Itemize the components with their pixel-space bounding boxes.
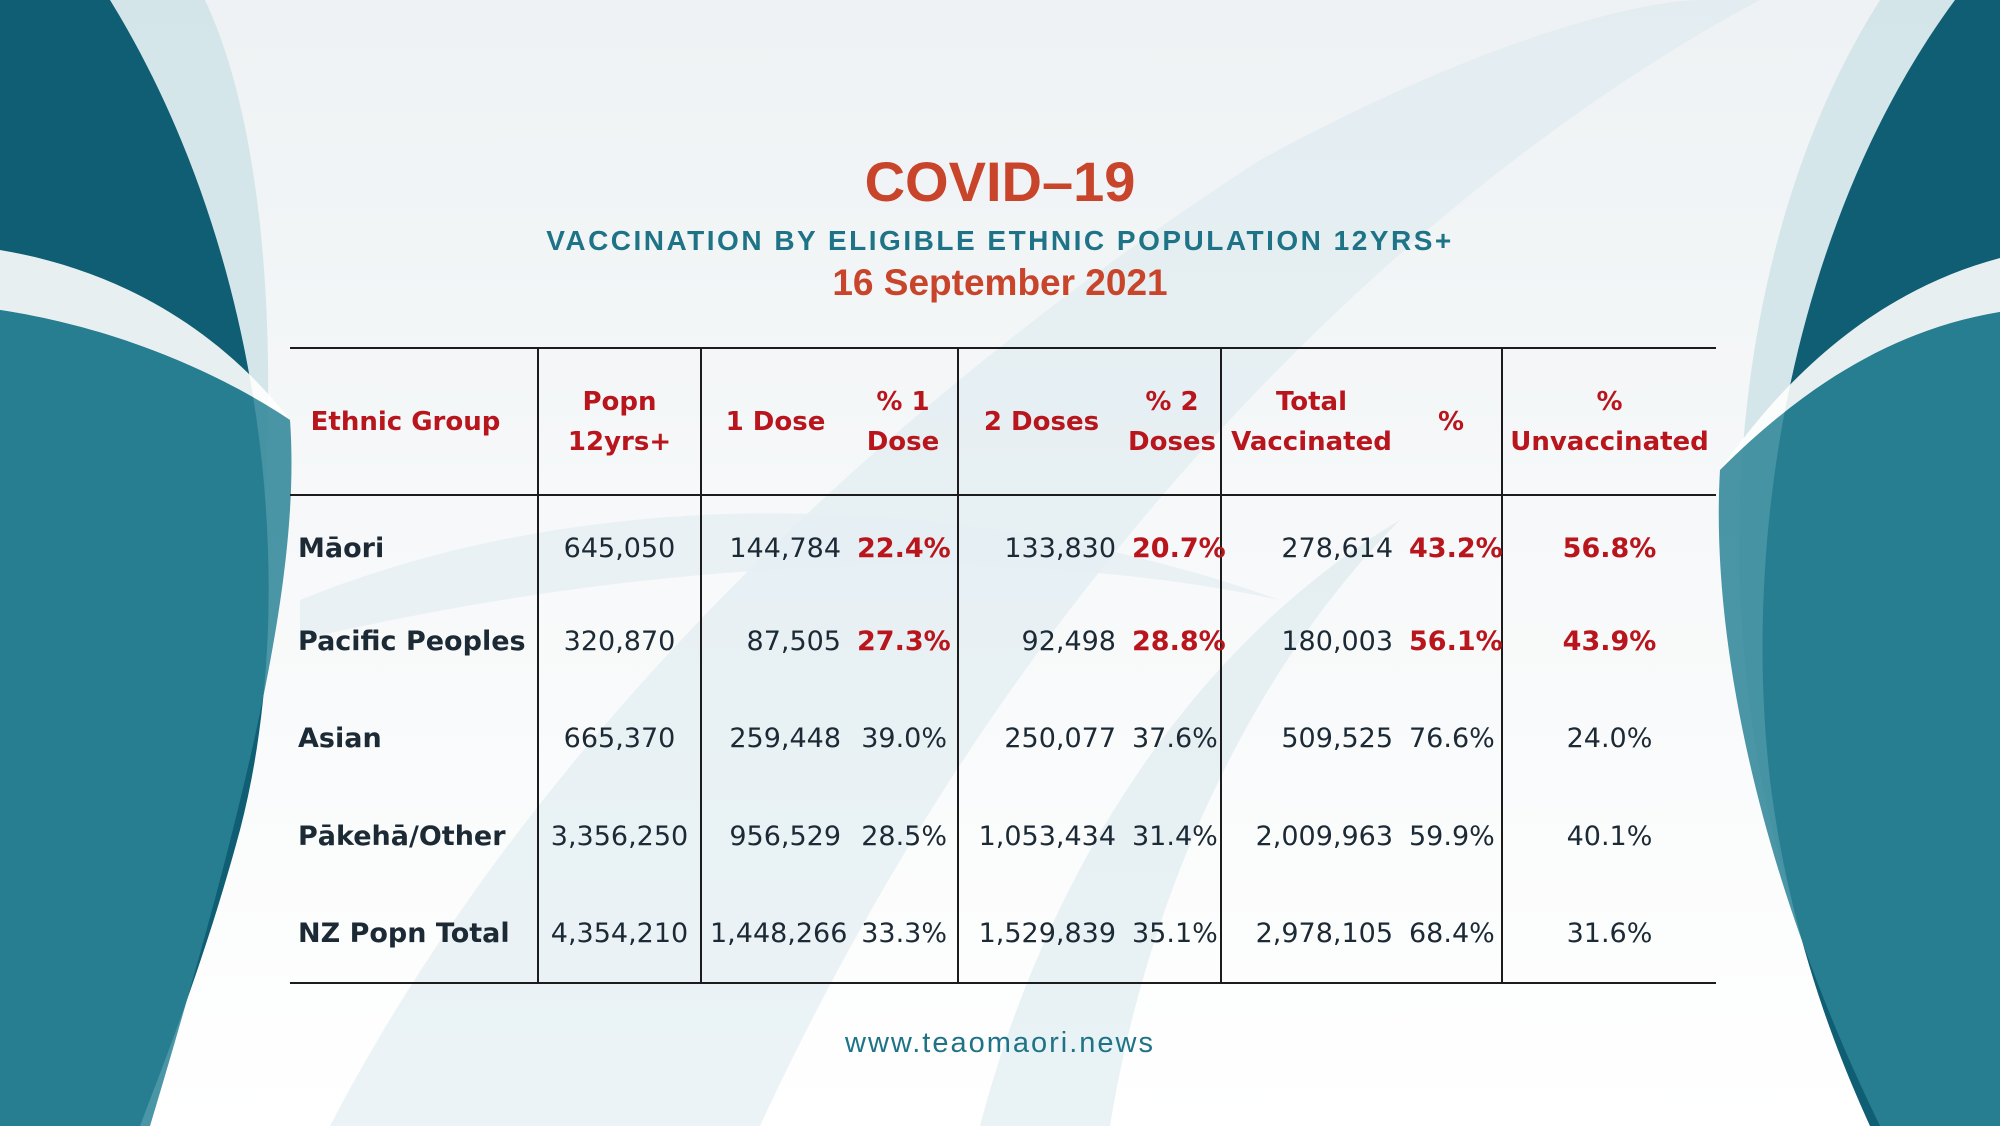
header-pct-dose2-line2: Doses	[1128, 426, 1217, 457]
header-popn: Popn 12yrs+	[537, 348, 701, 495]
cell-total-vaccinated: 509,525	[1220, 690, 1401, 788]
header-pct-dose1-line2: Dose	[866, 426, 940, 457]
left-mid-band	[0, 310, 292, 1126]
cell-pct-dose2: 35.1%	[1132, 917, 1218, 949]
vaccination-table: Ethnic Group Popn 12yrs+ 1 Dose % 1 Dose 2…	[290, 347, 1716, 984]
cell-pct-unvaccinated: 43.9%	[1501, 592, 1716, 690]
header-pct-dose1-line1: % 1	[876, 386, 930, 417]
cell-ethnic-group: Asian	[298, 723, 382, 755]
cell-pct-vaccinated: 43.2%	[1409, 532, 1503, 564]
header-pct-vaccinated: %	[1437, 406, 1465, 437]
right-mid-swoosh	[1720, 258, 2000, 470]
page-title: COVID–19	[864, 150, 1136, 213]
cell-dose1: 144,784	[700, 495, 849, 593]
header-unvax-line2: Unvaccinated	[1510, 426, 1709, 457]
cell-pct-unvaccinated: 24.0%	[1501, 690, 1716, 788]
right-mid-band	[1718, 312, 2000, 1126]
cell-pct-dose2: 20.7%	[1132, 532, 1226, 564]
cell-popn: 3,356,250	[537, 787, 701, 885]
cell-dose1: 956,529	[700, 787, 849, 885]
header-pct-unvaccinated: % Unvaccinated	[1501, 348, 1716, 495]
header-unvax-line1: %	[1596, 386, 1623, 417]
cell-pct-dose1: 27.3%	[857, 625, 951, 657]
page-subtitle: VACCINATION BY ELIGIBLE ETHNIC POPULATIO…	[546, 225, 1454, 256]
header-pct-dose2: % 2 Doses	[1124, 348, 1221, 495]
cell-ethnic-group: NZ Popn Total	[298, 917, 510, 949]
cell-pct-vaccinated: 76.6%	[1409, 723, 1495, 755]
report-date: 16 September 2021	[832, 262, 1168, 303]
header-pct-dose1: % 1 Dose	[849, 348, 958, 495]
table-row: Pākehā/Other 3,356,250 956,529 28.5% 1,053,4…	[290, 787, 1716, 885]
cell-pct-vaccinated: 59.9%	[1409, 820, 1495, 852]
table-row: Pacific Peoples 320,870 87,505 27.3% 92,498 2…	[290, 592, 1716, 690]
cell-total-vaccinated: 278,614	[1220, 495, 1401, 593]
cell-pct-unvaccinated: 56.8%	[1501, 495, 1716, 593]
header-total-line1: Total	[1275, 386, 1348, 417]
cell-pct-unvaccinated: 40.1%	[1501, 787, 1716, 885]
cell-popn: 645,050	[537, 495, 701, 593]
cell-dose1: 87,505	[700, 592, 849, 690]
cell-dose2: 133,830	[957, 495, 1124, 593]
header-popn-line2: 12yrs+	[567, 426, 672, 457]
table-row: Asian 665,370 259,448 39.0% 250,077 37.6% 509,…	[290, 690, 1716, 788]
cell-pct-dose2: 37.6%	[1132, 723, 1218, 755]
table-row: NZ Popn Total 4,354,210 1,448,266 33.3% 1,52…	[290, 885, 1716, 983]
cell-dose2: 1,529,839	[957, 885, 1124, 983]
cell-ethnic-group: Pacific Peoples	[298, 625, 526, 657]
header-popn-line1: Popn	[582, 386, 657, 417]
header-dose2: 2 Doses	[957, 348, 1124, 495]
cell-pct-unvaccinated: 31.6%	[1501, 885, 1716, 983]
cell-popn: 665,370	[537, 690, 701, 788]
cell-pct-vaccinated: 68.4%	[1409, 917, 1495, 949]
table-row: Māori 645,050 144,784 22.4% 133,830 20.7% 278,…	[290, 495, 1716, 593]
cell-pct-dose1: 22.4%	[857, 532, 951, 564]
header-dose1: 1 Dose	[700, 348, 849, 495]
cell-total-vaccinated: 180,003	[1220, 592, 1401, 690]
header-total-vaccinated: Total Vaccinated	[1220, 348, 1401, 495]
cell-ethnic-group: Pākehā/Other	[298, 820, 506, 852]
cell-ethnic-group: Māori	[298, 532, 385, 564]
cell-dose2: 92,498	[957, 592, 1124, 690]
header-ethnic-group: Ethnic Group	[310, 406, 501, 437]
cell-pct-dose1: 28.5%	[861, 820, 947, 852]
cell-pct-dose1: 39.0%	[861, 723, 947, 755]
cell-pct-vaccinated: 56.1%	[1409, 625, 1503, 657]
table-header-row: Ethnic Group Popn 12yrs+ 1 Dose % 1 Dose 2…	[290, 348, 1716, 495]
cell-pct-dose2: 28.8%	[1132, 625, 1226, 657]
cell-dose1: 259,448	[700, 690, 849, 788]
cell-pct-dose1: 33.3%	[861, 917, 947, 949]
cell-dose1: 1,448,266	[700, 885, 849, 983]
cell-pct-dose2: 31.4%	[1132, 820, 1218, 852]
cell-dose2: 1,053,434	[957, 787, 1124, 885]
left-mid-swoosh	[0, 250, 290, 420]
cell-total-vaccinated: 2,009,963	[1220, 787, 1401, 885]
header-total-line2: Vaccinated	[1231, 426, 1392, 457]
cell-popn: 4,354,210	[537, 885, 701, 983]
table-body: Māori 645,050 144,784 22.4% 133,830 20.7% 278,…	[290, 495, 1716, 983]
header-pct-dose2-line1: % 2	[1145, 386, 1199, 417]
cell-popn: 320,870	[537, 592, 701, 690]
cell-total-vaccinated: 2,978,105	[1220, 885, 1401, 983]
cell-dose2: 250,077	[957, 690, 1124, 788]
website-url: www.teaomaori.news	[845, 1027, 1155, 1059]
